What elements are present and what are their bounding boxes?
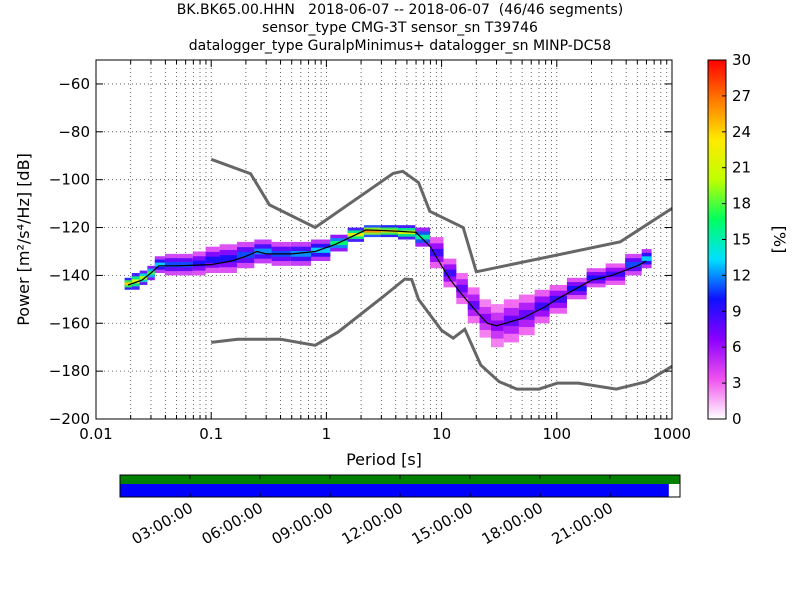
density-cell xyxy=(178,262,193,268)
density-cell xyxy=(290,250,311,257)
x-tick-label: 0.1 xyxy=(199,425,223,443)
density-cell xyxy=(625,262,642,268)
y-axis-label: Power [m²/s⁴/Hz] [dB] xyxy=(14,153,33,326)
density-cell xyxy=(479,313,491,324)
density-cell xyxy=(124,282,132,286)
density-cell xyxy=(154,262,165,267)
colorbar-tick-label: 6 xyxy=(732,338,742,356)
density-cell xyxy=(518,310,535,320)
colorbar-tick-label: 0 xyxy=(732,410,742,428)
timeline-tick-label: 18:00:00 xyxy=(479,499,546,548)
mode-line xyxy=(127,229,647,327)
x-axis-label: Period [s] xyxy=(346,450,422,469)
title-line-1: BK.BK65.00.HHN 2018-06-07 -- 2018-06-07 … xyxy=(176,2,624,18)
density-cell xyxy=(219,255,237,263)
y-tick-label: −100 xyxy=(49,171,90,189)
density-cell xyxy=(467,301,480,310)
x-tick-label: 1 xyxy=(322,425,332,443)
timeline-tick-label: 21:00:00 xyxy=(549,499,616,548)
density-cell xyxy=(192,260,206,267)
x-tick-label: 1000 xyxy=(653,425,691,443)
timeline-tick-label: 03:00:00 xyxy=(129,499,196,548)
density-cell xyxy=(415,234,431,240)
plot-area xyxy=(96,60,672,419)
y-tick-label: −180 xyxy=(49,362,90,380)
density-cell xyxy=(254,248,272,255)
density-cell xyxy=(456,284,468,293)
colorbar-tick-label: 21 xyxy=(732,159,751,177)
x-tick-label: 100 xyxy=(542,425,571,443)
x-tick-label: 0.01 xyxy=(79,425,112,443)
timeline-tick-label: 15:00:00 xyxy=(409,499,476,548)
density-cell xyxy=(549,295,567,303)
colorbar-tick-label: 27 xyxy=(732,87,751,105)
colorbar-tick-label: 3 xyxy=(732,374,742,392)
density-cell xyxy=(139,276,148,280)
x-tick-label: 10 xyxy=(432,425,451,443)
title-line-3: datalogger_type GuralpMinimus+ datalogge… xyxy=(188,38,612,54)
timeline-tick-label: 06:00:00 xyxy=(199,499,266,548)
y-tick-label: −200 xyxy=(49,410,90,428)
y-tick-label: −80 xyxy=(58,123,90,141)
density-cell xyxy=(503,315,519,327)
density-cell xyxy=(534,302,550,311)
timeline-data-bar xyxy=(120,475,680,484)
y-tick-label: −140 xyxy=(49,266,90,284)
colorbar-label: [%] xyxy=(770,226,789,254)
colorbar-tick-label: 24 xyxy=(732,123,751,141)
density-cell xyxy=(164,262,179,268)
density-cell xyxy=(430,248,444,257)
density-cell xyxy=(586,275,606,281)
density-cell xyxy=(641,256,652,261)
colorbar-tick-label: 18 xyxy=(732,195,751,213)
timeline-tick-label: 12:00:00 xyxy=(339,499,406,548)
colorbar-tick-label: 12 xyxy=(732,266,751,284)
noise-model-high xyxy=(210,157,673,274)
y-tick-label: −60 xyxy=(58,75,90,93)
colorbar-tick-label: 9 xyxy=(732,302,742,320)
colorbar-tick-label: 15 xyxy=(732,231,751,249)
noise-model-low xyxy=(211,277,673,391)
density-cell xyxy=(131,279,140,284)
timeline-psd-bar xyxy=(120,484,669,497)
timeline-tick-label: 09:00:00 xyxy=(269,499,336,548)
density-cell xyxy=(310,247,331,253)
density-cell xyxy=(236,251,255,259)
y-tick-label: −160 xyxy=(49,314,90,332)
density-cell xyxy=(443,269,457,277)
plot-frame xyxy=(95,59,673,420)
density-cell xyxy=(205,256,220,264)
y-tick-label: −120 xyxy=(49,219,90,237)
colorbar-tick-label: 30 xyxy=(732,51,751,69)
density-cell xyxy=(364,229,381,233)
title-line-2: sensor_type CMG-3T sensor_sn T39746 xyxy=(262,20,538,36)
